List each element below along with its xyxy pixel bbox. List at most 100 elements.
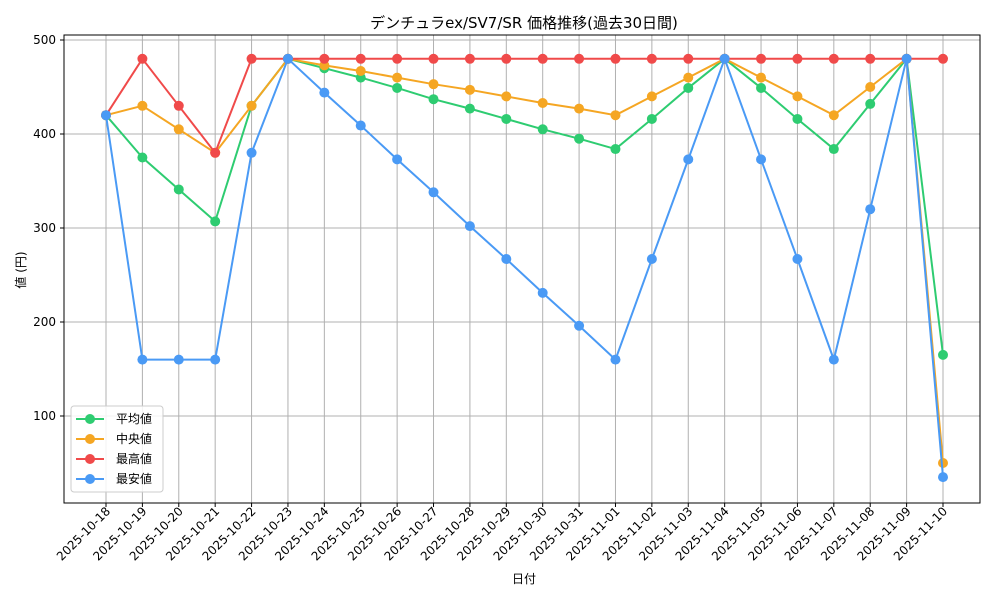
legend-box [70, 405, 164, 493]
data-point [610, 53, 621, 64]
data-point [574, 133, 585, 144]
y-tick-label: 500 [33, 33, 56, 47]
data-point [901, 53, 912, 64]
series-line [101, 53, 948, 158]
data-point [137, 53, 148, 64]
data-point [683, 82, 694, 93]
x-axis-label: 日付 [512, 572, 536, 586]
data-point [756, 53, 767, 64]
legend-marker [85, 474, 95, 484]
y-tick-label: 400 [33, 127, 56, 141]
data-point [792, 113, 803, 124]
data-point [392, 72, 403, 83]
legend-label: 最高値 [116, 451, 152, 466]
data-point [537, 124, 548, 135]
series-line [101, 53, 948, 468]
data-point [319, 87, 330, 98]
data-point [828, 53, 839, 64]
data-point [865, 53, 876, 64]
grid-lines [64, 35, 980, 503]
data-point [938, 349, 948, 360]
data-point [792, 91, 803, 102]
data-point [319, 53, 330, 64]
y-tick-label: 300 [33, 221, 56, 235]
data-point [938, 458, 948, 468]
data-point [173, 100, 184, 111]
data-point [464, 53, 475, 64]
data-point [428, 94, 439, 105]
x-axis-ticks: 2025-10-182025-10-192025-10-202025-10-21… [54, 503, 950, 563]
data-point [756, 154, 767, 165]
data-point [683, 72, 694, 83]
data-point [246, 53, 257, 64]
data-point [428, 187, 439, 198]
data-point [137, 354, 148, 365]
legend-marker [85, 414, 95, 424]
data-point [646, 91, 657, 102]
data-point [173, 184, 184, 195]
data-point [683, 53, 694, 64]
data-point [246, 100, 257, 111]
data-point [355, 53, 366, 64]
data-point [355, 120, 366, 131]
data-point [173, 354, 184, 365]
chart-title: デンチュラex/SV7/SR 価格推移(過去30日間) [370, 14, 678, 32]
series-line [101, 53, 948, 483]
data-point [392, 154, 403, 165]
data-point [938, 472, 948, 483]
data-point [719, 53, 730, 64]
data-point [137, 100, 148, 111]
data-point [501, 113, 512, 124]
data-point [537, 53, 548, 64]
data-point [610, 354, 621, 365]
data-point [683, 154, 694, 165]
y-tick-label: 100 [33, 409, 56, 423]
data-point [865, 98, 876, 109]
data-point [428, 79, 439, 90]
data-point [792, 254, 803, 265]
data-point [610, 144, 621, 155]
data-point [574, 320, 585, 331]
data-point [501, 254, 512, 265]
data-point [646, 113, 657, 124]
data-point [501, 53, 512, 64]
data-point [355, 66, 366, 77]
legend-label: 平均値 [116, 411, 152, 426]
data-point [938, 53, 948, 64]
data-point [537, 287, 548, 298]
data-point [173, 124, 184, 135]
data-point [501, 91, 512, 102]
y-tick-label: 200 [33, 315, 56, 329]
data-point [792, 53, 803, 64]
data-point [392, 53, 403, 64]
data-point [464, 221, 475, 232]
data-point [646, 254, 657, 265]
data-point [865, 204, 876, 215]
data-point [101, 110, 111, 121]
plot-frame [63, 34, 981, 504]
data-point [137, 152, 148, 163]
data-point [210, 216, 221, 227]
data-point [392, 82, 403, 93]
data-point [756, 82, 767, 93]
data-point [646, 53, 657, 64]
y-axis-ticks: 100 200 300 400 500 [33, 33, 64, 423]
data-point [756, 72, 767, 83]
data-point [464, 84, 475, 95]
data-point [210, 147, 221, 158]
data-point [282, 53, 293, 64]
data-point [610, 110, 621, 121]
legend-label: 中央値 [116, 431, 152, 446]
data-point [428, 53, 439, 64]
legend-marker [85, 454, 95, 464]
data-point [464, 103, 475, 114]
data-point [574, 53, 585, 64]
data-point [828, 110, 839, 121]
legend-marker [85, 434, 95, 444]
data-point [210, 354, 221, 365]
data-point [828, 354, 839, 365]
legend-label: 最安値 [116, 471, 152, 486]
data-point [574, 103, 585, 114]
